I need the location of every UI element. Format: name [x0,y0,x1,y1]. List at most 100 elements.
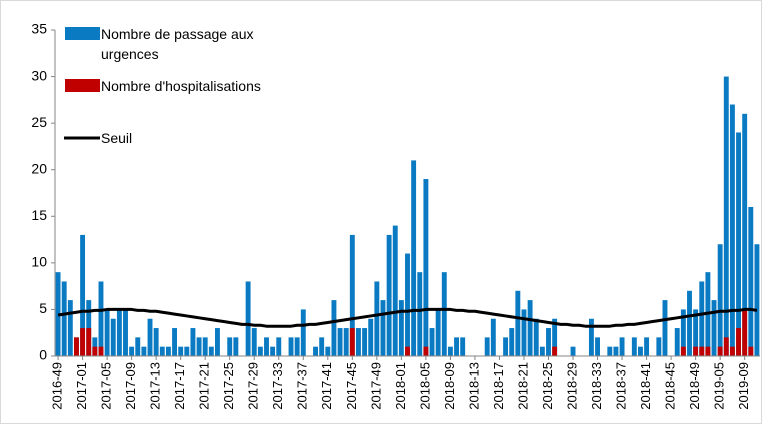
x-tick-label: 2018-49 [687,362,702,410]
bar [693,346,699,356]
bar [80,234,86,356]
bar [110,318,116,356]
bar [736,328,741,356]
bar [435,309,441,356]
bar [129,346,135,356]
bar [619,337,625,356]
bar [638,346,643,356]
bar [349,328,355,356]
bar [208,346,214,356]
bar [405,346,410,356]
bar [153,328,159,356]
bar [607,346,613,356]
legend-label: Nombre de passage aux urgences [101,26,254,62]
bar [196,337,202,356]
bar [300,309,306,356]
bar [331,300,337,356]
y-tick-label: 35 [31,21,47,37]
bar [595,337,600,356]
x-tick-label: 2018-09 [442,362,457,410]
x-tick-label: 2018-29 [564,362,579,410]
bar [165,346,171,356]
x-tick-label: 2018-25 [540,362,555,410]
bar [398,300,404,356]
bar [288,337,294,356]
x-tick-label: 2019-05 [712,362,727,410]
bar [588,318,594,356]
bar [717,346,723,356]
bar [447,346,453,356]
x-tick-label: 2017-49 [368,362,383,410]
legend-swatch [65,79,100,92]
y-tick-label: 0 [39,347,47,363]
bar [454,337,459,356]
bar [356,328,361,356]
bar [276,337,282,356]
bar [687,290,692,356]
bar [123,309,128,356]
bar [141,346,147,356]
bar [644,337,650,356]
bar [380,300,386,356]
bar [172,328,177,356]
bar [202,337,208,356]
bar [711,300,717,356]
x-tick-label: 2018-17 [491,362,506,410]
y-tick-label: 25 [31,114,47,130]
bar [699,281,705,356]
legend-label: Nombre d'hospitalisations [101,78,261,94]
bar [717,244,723,356]
bar [533,318,539,356]
bar [215,328,220,356]
x-tick-label: 2017-33 [270,362,285,410]
x-tick-label: 2017-37 [295,362,310,410]
legend-label: Seuil [101,130,133,146]
x-tick-label: 2018-41 [638,362,653,410]
bar [251,328,257,356]
bar [67,300,73,356]
threshold-line [57,307,758,328]
bar [392,225,398,356]
bar [674,328,680,356]
bar [509,328,515,356]
bar [742,113,748,356]
bar [539,346,545,356]
bar [61,281,67,356]
bar [411,160,417,356]
bar [92,346,98,356]
bar [313,346,318,356]
bar [552,346,558,356]
bar [723,337,729,356]
y-tick-label: 5 [39,300,47,316]
bar [423,179,429,356]
x-tick-label: 2017-21 [197,362,212,410]
bar [80,328,86,356]
x-tick-label: 2016-49 [50,362,65,410]
x-tick-label: 2018-45 [663,362,678,410]
x-tick-label: 2017-05 [99,362,114,410]
x-tick-label: 2018-33 [589,362,604,410]
x-tick-label: 2017-09 [123,362,138,410]
bar [104,309,110,356]
bar [613,346,619,356]
bar [245,281,251,356]
x-tick-label: 2019-09 [736,362,751,410]
bar [405,253,410,356]
bar [325,346,331,356]
bar [546,328,551,356]
bar [552,318,558,356]
x-tick-label: 2018-05 [417,362,432,410]
y-tick-label: 15 [31,207,47,223]
bar [754,244,760,356]
x-tick-label: 2017-25 [221,362,236,410]
bar [423,346,429,356]
bar [680,346,686,356]
bar [270,346,276,356]
x-tick-label: 2017-29 [246,362,261,410]
bar [736,132,741,356]
bar [441,272,447,356]
x-tick-label: 2018-37 [614,362,629,410]
